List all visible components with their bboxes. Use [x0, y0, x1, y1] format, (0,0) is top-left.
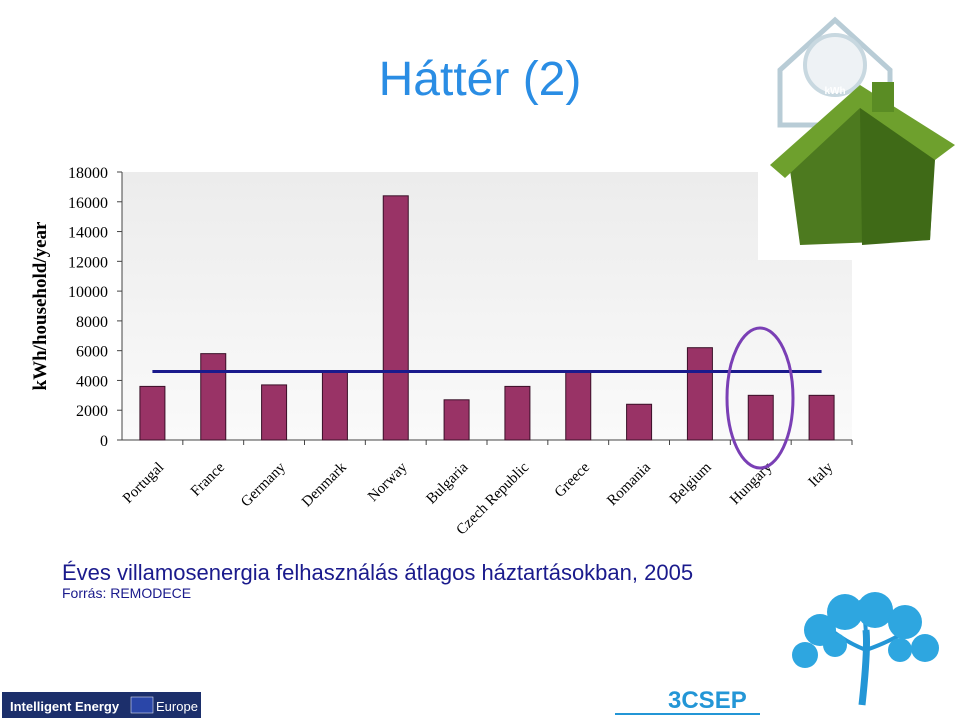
- y-tick-label: 16000: [68, 195, 108, 212]
- x-tick-label: Belgium: [667, 459, 715, 507]
- bar: [504, 385, 531, 441]
- y-tick-label: 10000: [68, 284, 108, 301]
- bar: [139, 385, 166, 441]
- bar: [626, 403, 653, 441]
- y-tick-label: 4000: [76, 373, 108, 390]
- x-tick-label: Italy: [806, 459, 837, 490]
- bar: [808, 394, 835, 441]
- x-tick-label: Denmark: [299, 459, 350, 510]
- x-tick-label: Portugal: [120, 460, 167, 507]
- slide-title: Háttér (2): [379, 53, 582, 106]
- meter-label: kWh: [824, 86, 845, 97]
- x-tick-label: Norway: [365, 459, 411, 505]
- highlight-circle: [725, 326, 795, 470]
- y-axis-label: kWh/household/year: [30, 221, 51, 390]
- y-tick-label: 0: [100, 433, 108, 450]
- x-tick-label: Germany: [238, 459, 289, 510]
- bar: [686, 347, 713, 441]
- bar: [747, 394, 774, 441]
- x-tick-label: Romania: [604, 459, 654, 509]
- bar: [382, 195, 409, 441]
- bar: [443, 399, 470, 441]
- y-tick-label: 6000: [76, 344, 108, 361]
- intelligent-energy-logo: Intelligent Energy Europe: [2, 692, 201, 718]
- plot-area: [122, 172, 852, 440]
- caption: Éves villamosenergia felhasználás átlago…: [62, 560, 693, 585]
- 3csep-logo: 3CSEP: [615, 592, 939, 715]
- source: Forrás: REMODECE: [62, 585, 191, 601]
- y-tick-label: 12000: [68, 254, 108, 271]
- y-tick-label: 8000: [76, 314, 108, 331]
- eu-name: Europe: [156, 699, 198, 714]
- program-name: Intelligent Energy: [10, 699, 120, 714]
- bar: [565, 371, 592, 441]
- x-tick-label: Bulgaria: [424, 459, 472, 507]
- x-tick-label: Greece: [552, 459, 594, 501]
- y-tick-label: 2000: [76, 403, 108, 420]
- house-logo: kWh: [758, 0, 960, 260]
- project-name: 3CSEP: [668, 687, 747, 714]
- x-tick-label: France: [188, 459, 228, 499]
- bar: [321, 371, 348, 441]
- bar: [261, 384, 288, 441]
- y-tick-label: 14000: [68, 225, 108, 242]
- bar: [200, 353, 227, 441]
- y-tick-label: 18000: [68, 165, 108, 182]
